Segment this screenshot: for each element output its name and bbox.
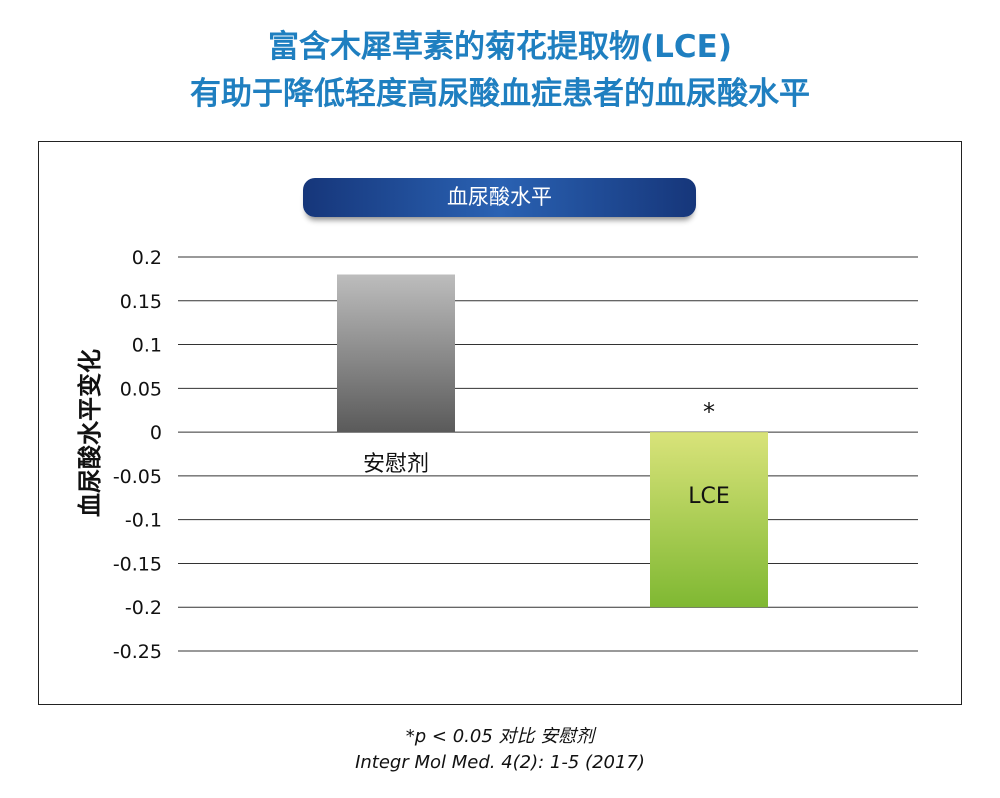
significance-footnote: *p < 0.05 对比 安慰剂 bbox=[405, 726, 595, 747]
y-tick-label: 0.2 bbox=[132, 247, 162, 269]
y-axis-label: 血尿酸水平变化 bbox=[76, 349, 104, 517]
bar-lce bbox=[650, 432, 768, 608]
bar-placebo bbox=[337, 274, 455, 433]
y-tick-label: 0 bbox=[150, 422, 162, 444]
title-line-2: 有助于降低轻度高尿酸血症患者的血尿酸水平 bbox=[190, 76, 810, 112]
y-tick-label: -0.05 bbox=[113, 466, 162, 488]
significance-asterisk: * bbox=[703, 398, 715, 426]
y-tick-label: 0.05 bbox=[120, 378, 162, 400]
y-tick-label: -0.15 bbox=[113, 553, 162, 575]
chart-frame bbox=[38, 141, 962, 705]
y-tick-label: 0.15 bbox=[120, 291, 162, 313]
citation-footnote: Integr Mol Med. 4(2): 1-5 (2017) bbox=[355, 752, 645, 773]
chart-title-pill: 血尿酸水平 bbox=[303, 178, 696, 217]
y-tick-label: -0.2 bbox=[125, 597, 162, 619]
category-label-lce: LCE bbox=[688, 484, 730, 509]
y-tick-label: -0.1 bbox=[125, 510, 162, 532]
y-tick-label: 0.1 bbox=[132, 335, 162, 357]
y-tick-label: -0.25 bbox=[113, 641, 162, 663]
category-label-placebo: 安慰剂 bbox=[363, 452, 429, 477]
title-line-1: 富含木犀草素的菊花提取物(LCE) bbox=[267, 29, 732, 65]
